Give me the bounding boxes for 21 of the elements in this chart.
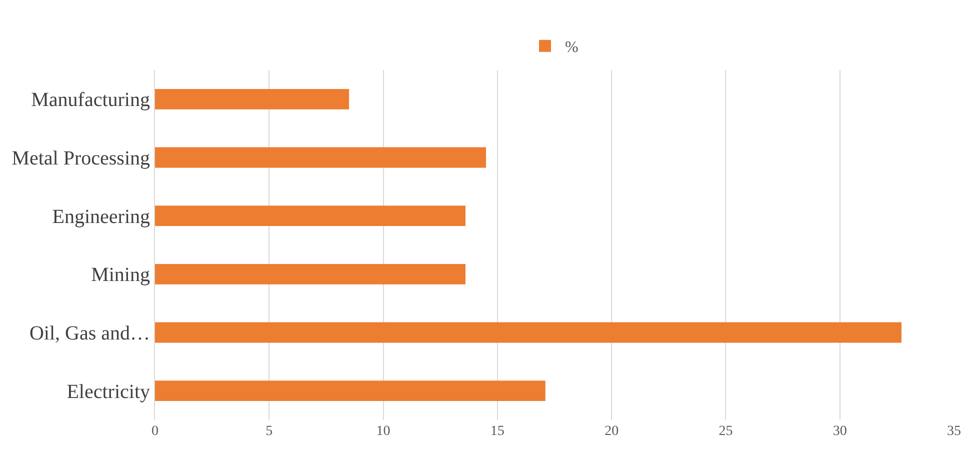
- y-tick-label: Engineering: [52, 206, 150, 228]
- legend-label: %: [565, 39, 578, 56]
- y-tick-label: Mining: [91, 264, 150, 286]
- x-tick-label: 25: [718, 424, 733, 439]
- x-tick-label: 0: [152, 424, 158, 439]
- y-tick-label: Manufacturing: [31, 89, 150, 112]
- x-tick-label: 10: [376, 424, 390, 439]
- x-tick-label: 30: [832, 424, 847, 439]
- x-tick-label: 20: [604, 424, 619, 439]
- y-tick-label: Metal Processing: [12, 148, 150, 170]
- x-tick-label: 35: [947, 424, 961, 439]
- y-tick-label: Oil, Gas and…: [29, 322, 150, 344]
- bar: [155, 206, 466, 226]
- bar: [155, 322, 902, 343]
- bar: [155, 264, 466, 284]
- y-tick-label: Electricity: [66, 380, 150, 403]
- x-tick-label: 15: [490, 424, 504, 439]
- x-tick-label: 5: [266, 424, 273, 439]
- bar: [155, 380, 546, 402]
- bar: [155, 147, 486, 168]
- bar: [155, 88, 350, 110]
